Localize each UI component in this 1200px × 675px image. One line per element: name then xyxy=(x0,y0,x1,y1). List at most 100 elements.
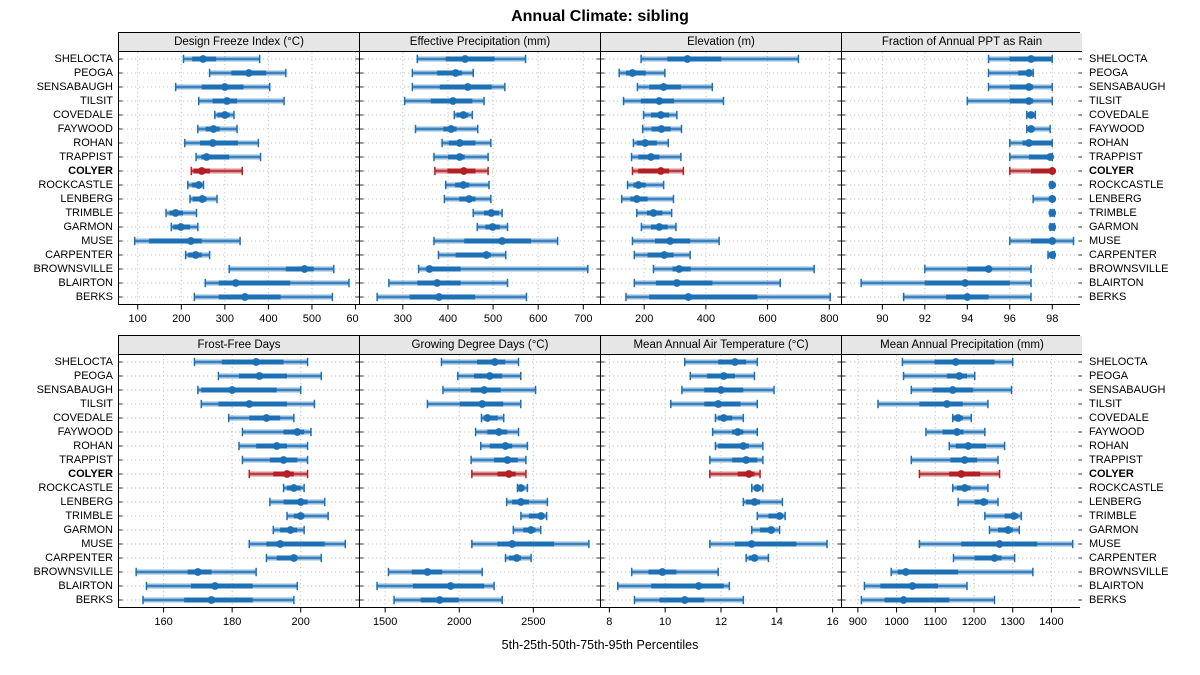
series-row-brownsville xyxy=(630,567,719,577)
x-tick-label: 1100 xyxy=(923,616,947,628)
series-row-muse xyxy=(631,236,720,246)
series-row-lenberg xyxy=(189,194,218,204)
x-tick-label: 900 xyxy=(849,616,867,628)
x-tick-label: 160 xyxy=(154,616,172,628)
x-tick-label: 2500 xyxy=(521,616,545,628)
site-label-left-blairton: BLAIRTON xyxy=(58,579,113,592)
series-row-peoga xyxy=(618,68,666,78)
site-label-right-lenberg: LENBERG xyxy=(1089,495,1142,508)
site-label-left-shelocta: SHELOCTA xyxy=(54,355,113,368)
series-row-carpenter xyxy=(184,250,211,260)
series-row-sensabaugh xyxy=(681,385,775,395)
series-row-sensabaugh xyxy=(442,385,537,395)
site-label-right-colyer: COLYER xyxy=(1089,467,1134,480)
panel-1: Effective Precipitation (mm) xyxy=(359,33,600,304)
series-row-peoga xyxy=(689,371,756,381)
panel-3-title: Fraction of Annual PPT as Rain xyxy=(842,33,1082,52)
x-tick-label: 96 xyxy=(1004,313,1016,325)
percentiles-caption: 5th-25th-50th-75th-95th Percentiles xyxy=(501,638,699,652)
series-row-garmon xyxy=(988,525,1021,535)
x-tick-label: 10 xyxy=(659,616,671,628)
series-row-trimble xyxy=(520,511,548,521)
series-row-lenberg xyxy=(742,497,784,507)
site-label-right-faywood: FAYWOOD xyxy=(1089,425,1145,438)
x-tick-label: 400 xyxy=(259,313,277,325)
x-tick-label: 12 xyxy=(715,616,727,628)
site-labels-left: SHELOCTA PEOGA SENSABAUGH TILSIT COVEDALE FAY… xyxy=(0,32,118,327)
series-row-berks xyxy=(633,595,745,605)
series-row-brownsville xyxy=(890,567,1034,577)
series-row-carpenter xyxy=(1047,250,1057,260)
series-row-garmon xyxy=(640,222,677,232)
series-row-rohan xyxy=(479,441,529,451)
series-row-covedale xyxy=(480,413,505,423)
series-row-colyer xyxy=(631,166,685,176)
series-row-covedale xyxy=(714,413,745,423)
axes-wrap: 100 200 300 400 500 600 300 400 500 600 700 200 400 6… xyxy=(118,305,1082,327)
series-row-trappist xyxy=(241,455,309,465)
series-row-faywood xyxy=(711,427,759,437)
site-label-right-peoga: PEOGA xyxy=(1089,369,1129,382)
series-row-peoga xyxy=(902,371,976,381)
x-tick-label: 1000 xyxy=(884,616,908,628)
site-label-right-rohan: ROHAN xyxy=(1089,439,1129,452)
site-label-left-berks: BERKS xyxy=(75,290,113,303)
panel-2-title: Elevation (m) xyxy=(601,33,841,52)
series-row-tilsit xyxy=(403,96,485,106)
x-tick-label: 600 xyxy=(758,313,776,325)
series-row-sensabaugh xyxy=(197,385,302,395)
series-row-brownsville xyxy=(924,264,1032,274)
site-label-left-garmon: GARMON xyxy=(63,523,114,536)
axes-wrap: 160 180 200 1500 2000 2500 8 10 12 14 16 900 1000 110… xyxy=(118,608,1082,630)
series-row-blairton xyxy=(633,278,781,288)
series-row-muse xyxy=(248,539,347,549)
panel-7-body xyxy=(842,355,1082,607)
panel-6: Mean Annual Air Temperature (°C) xyxy=(600,336,841,607)
series-row-peoga xyxy=(987,68,1034,78)
site-label-left-sensabaugh: SENSABAUGH xyxy=(36,80,113,93)
panel-5: Growing Degree Days (°C) xyxy=(359,336,600,607)
x-tick-label: 300 xyxy=(394,313,412,325)
series-row-trappist xyxy=(709,455,764,465)
x-tick-label: 180 xyxy=(223,616,241,628)
series-row-sensabaugh xyxy=(910,385,1013,395)
series-row-shelocta xyxy=(901,357,1014,367)
series-row-tilsit xyxy=(966,96,1054,106)
x-tick-label: 1200 xyxy=(962,616,986,628)
series-row-colyer xyxy=(434,166,489,176)
site-label-right-lenberg: LENBERG xyxy=(1089,192,1142,205)
series-row-tilsit xyxy=(670,399,759,409)
series-row-sensabaugh xyxy=(987,82,1054,92)
site-label-right-colyer: COLYER xyxy=(1089,164,1134,177)
series-row-rockcastle xyxy=(282,483,305,493)
panel-6-body xyxy=(601,355,841,607)
x-tick-label: 1300 xyxy=(1000,616,1024,628)
panel-1-body xyxy=(360,52,600,304)
series-row-garmon xyxy=(476,222,509,232)
series-row-blairton xyxy=(860,278,1032,288)
series-row-trimble xyxy=(984,511,1022,521)
site-label-right-shelocta: SHELOCTA xyxy=(1089,355,1148,368)
series-row-trimble xyxy=(165,208,198,218)
series-row-rockcastle xyxy=(750,483,764,493)
series-row-colyer xyxy=(471,469,527,479)
site-label-left-tilsit: TILSIT xyxy=(79,94,113,107)
panels-wrap: Design Freeze Index (°C) Effective Precip… xyxy=(118,32,1082,305)
x-tick-label: 200 xyxy=(635,313,653,325)
series-row-trappist xyxy=(433,152,489,162)
site-label-left-muse: MUSE xyxy=(81,234,113,247)
site-label-left-faywood: FAYWOOD xyxy=(57,122,113,135)
series-row-berks xyxy=(393,595,503,605)
series-row-berks xyxy=(902,292,1032,302)
site-labels-left: SHELOCTA PEOGA SENSABAUGH TILSIT COVEDALE FAY… xyxy=(0,335,118,630)
series-row-faywood xyxy=(414,124,479,134)
panel-5-body xyxy=(360,355,600,607)
series-row-carpenter xyxy=(504,553,532,563)
series-row-colyer xyxy=(248,469,309,479)
series-row-covedale xyxy=(453,110,474,120)
site-label-right-blairton: BLAIRTON xyxy=(1089,579,1144,592)
panel-4-body xyxy=(119,355,359,607)
site-label-left-peoga: PEOGA xyxy=(73,369,113,382)
panel-6-title: Mean Annual Air Temperature (°C) xyxy=(601,336,841,355)
